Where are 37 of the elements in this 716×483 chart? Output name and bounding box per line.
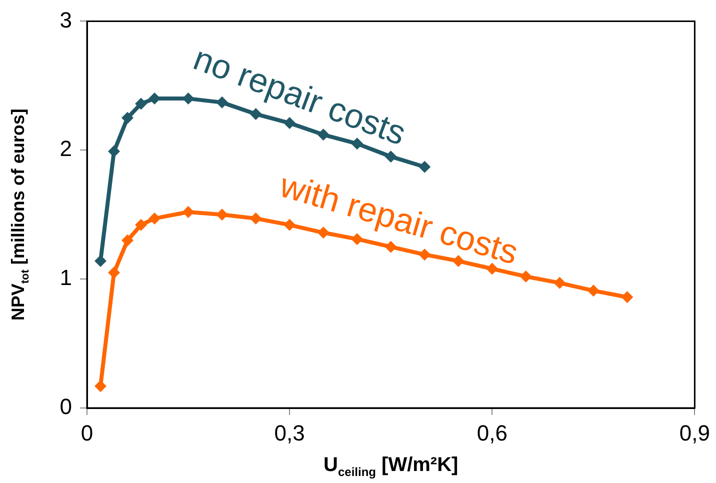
- y-tick-label: 1: [60, 265, 72, 290]
- point: [135, 218, 148, 231]
- y-tick-label: 2: [60, 136, 72, 162]
- x-tick-label: 0,6: [476, 420, 508, 446]
- point: [621, 291, 634, 304]
- y-tick-label: 0: [60, 394, 72, 420]
- point: [250, 212, 262, 224]
- point: [108, 145, 120, 158]
- point: [122, 234, 134, 246]
- point: [284, 117, 296, 130]
- point: [216, 208, 228, 221]
- point: [182, 206, 194, 218]
- text: with repair costs: [274, 166, 522, 272]
- point: [135, 98, 148, 110]
- y-axis-title: NPVtot [millions of euros]: [8, 108, 32, 321]
- point: [587, 284, 600, 297]
- x-tick-label: 0: [80, 420, 94, 446]
- x-tick-label: 0,9: [679, 420, 710, 446]
- point: [486, 262, 498, 275]
- point: [418, 160, 431, 173]
- point: [520, 270, 532, 282]
- point: [94, 380, 107, 392]
- point: [384, 150, 397, 163]
- point: [94, 255, 107, 268]
- point: [216, 96, 228, 108]
- point: [122, 112, 134, 124]
- point: [317, 226, 330, 239]
- x-tick-label: 0,3: [274, 420, 305, 446]
- point: [284, 218, 296, 231]
- y-tick-label: 3: [60, 7, 72, 32]
- point: [384, 240, 397, 253]
- text: no repair costs: [188, 40, 411, 153]
- point: [554, 276, 566, 289]
- point: [108, 266, 120, 279]
- point: [148, 212, 161, 224]
- point: [418, 248, 431, 261]
- point: [317, 128, 330, 141]
